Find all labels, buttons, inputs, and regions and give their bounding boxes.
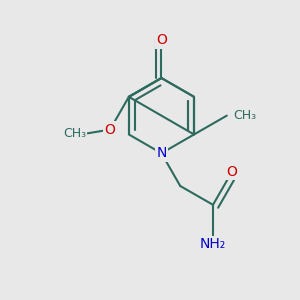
- Text: N: N: [156, 146, 167, 160]
- Text: NH₂: NH₂: [200, 237, 226, 251]
- Text: O: O: [226, 165, 237, 179]
- Text: O: O: [156, 33, 167, 47]
- Text: CH₃: CH₃: [63, 127, 86, 140]
- Text: O: O: [105, 123, 116, 136]
- Text: CH₃: CH₃: [233, 109, 256, 122]
